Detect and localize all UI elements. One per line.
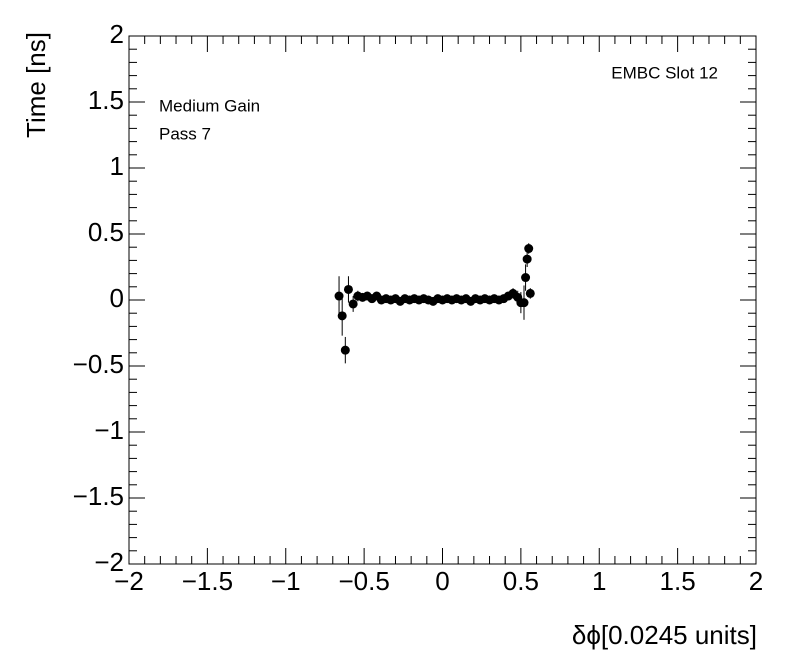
point [340,345,350,355]
y-axis-title: Time [ns] [21,32,51,138]
x-tick-label: −1 [271,566,301,596]
y-tick-label: 1.5 [88,85,124,115]
x-tick-label: 0.5 [503,566,539,596]
x-tick-label: −0.5 [338,566,389,596]
point [522,254,532,264]
point [519,298,529,308]
y-tick-label: −1 [94,415,124,445]
x-tick-label: 1 [592,566,606,596]
x-tick-label: −1.5 [182,566,233,596]
x-axis-title: δϕ[0.0245 units] [572,620,757,650]
point [348,299,358,309]
y-tick-label: −2 [94,547,124,577]
x-tick-label: 2 [749,566,763,596]
y-tick-label: −1.5 [73,481,124,511]
y-tick-label: 2 [110,19,124,49]
annotation: Medium Gain [159,96,260,115]
y-tick-label: 0.5 [88,217,124,247]
point [525,288,535,298]
point [343,284,353,294]
y-tick-label: 1 [110,151,124,181]
x-tick-label: 0 [435,566,449,596]
point [337,311,347,321]
point [521,273,531,283]
annotation: Pass 7 [159,124,211,143]
x-tick-label: 1.5 [660,566,696,596]
point [334,291,344,301]
y-tick-label: 0 [110,283,124,313]
x-tick-label: −2 [114,566,144,596]
y-tick-label: −0.5 [73,349,124,379]
annotation: EMBC Slot 12 [611,63,718,82]
point [524,244,534,254]
